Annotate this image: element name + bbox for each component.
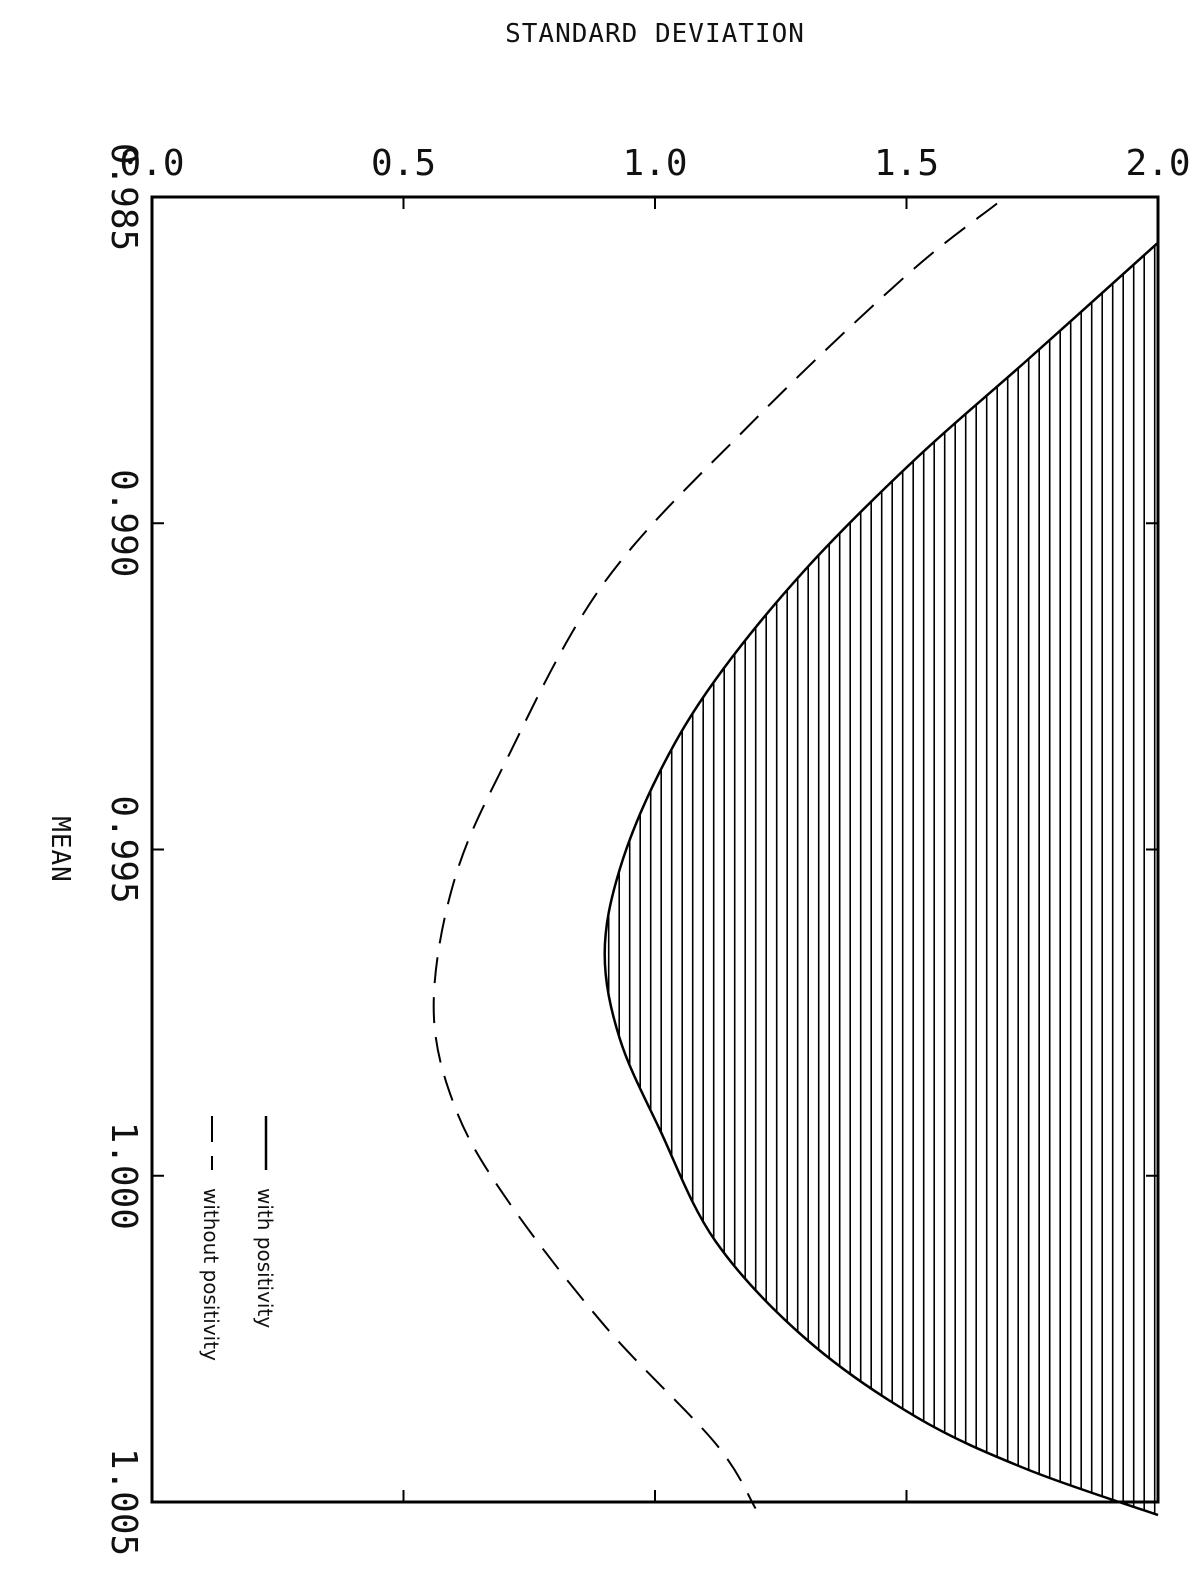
x-tick-label: 2.0 (1125, 143, 1190, 184)
legend-label-without-positivity: without positivity (199, 1188, 223, 1361)
ticks-layer: 0.0 0.5 1.0 1.5 2.0 0.985 0.990 0.995 1.000 1.005 (103, 143, 1191, 1556)
y-tick-label: 0.985 (103, 143, 144, 251)
y-tick-label: 0.990 (103, 469, 144, 577)
with-positivity-curve (603, 241, 1159, 1517)
legend-label-with-positivity: with positivity (253, 1188, 277, 1328)
x-tick-label: 0.5 (371, 143, 436, 184)
legend: with positivity without positivity (199, 1116, 277, 1361)
y-tick-label: 1.005 (103, 1448, 144, 1556)
x-axis-title: STANDARD DEVIATION (505, 19, 805, 49)
x-tick-label: 1.5 (874, 143, 939, 184)
with-positivity-hatch-fill (607, 245, 1156, 1514)
without-positivity-curve (432, 202, 998, 1510)
y-tick-label: 1.000 (103, 1122, 144, 1230)
y-tick-label: 0.995 (103, 795, 144, 903)
y-axis-title: MEAN (45, 816, 75, 883)
x-tick-label: 0.0 (119, 143, 184, 184)
series-layer (432, 202, 1159, 1517)
x-tick-label: 1.0 (622, 143, 687, 184)
